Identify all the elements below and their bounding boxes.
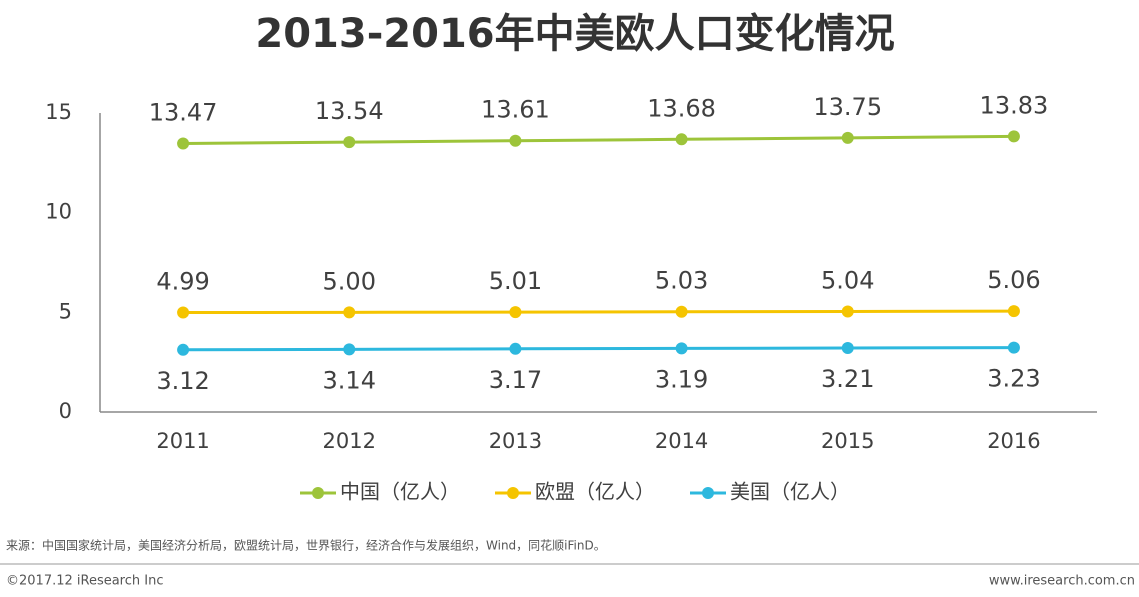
series-line [183,346,1014,352]
website: www.iresearch.com.cn [989,574,1135,589]
data-label: 5.03 [655,267,708,295]
point [675,305,688,318]
data-label: 4.99 [156,268,209,296]
data-label: 3.12 [156,367,209,395]
data-label: 3.14 [323,366,376,394]
point [509,306,522,319]
series-line [183,309,1014,315]
x-tick-label: 2013 [489,429,542,453]
x-tick-label: 2015 [821,429,874,453]
y-tick-label: 15 [45,100,72,124]
legend-marker [312,487,324,499]
point [841,305,854,318]
copyright: ©2017.12 iResearch Inc [6,574,164,589]
data-label: 13.54 [315,97,384,125]
point [177,306,190,319]
point [509,342,522,355]
x-tick-label: 2016 [987,429,1040,453]
point [177,343,190,356]
point [343,136,356,149]
data-label: 13.75 [813,93,882,121]
data-label: 3.21 [821,365,874,393]
point [675,133,688,146]
data-label: 13.61 [481,96,550,124]
chart-title: 2013-2016年中美欧人口变化情况 [255,11,894,57]
legend-label: 中国（亿人） [340,480,460,504]
y-tick-label: 10 [45,200,72,224]
data-label: 5.01 [489,267,542,295]
data-label: 13.68 [647,94,716,122]
data-label: 5.06 [987,266,1040,294]
point [1007,341,1020,354]
point [1007,305,1020,318]
y-tick-label: 0 [59,399,72,423]
x-tick-label: 2012 [323,429,376,453]
data-label: 5.04 [821,267,874,295]
point [343,343,356,356]
data-label: 3.23 [987,365,1040,393]
series-line [183,134,1014,145]
data-label: 13.47 [149,98,218,126]
x-tick-label: 2014 [655,429,708,453]
data-label: 13.83 [980,91,1049,119]
data-label: 5.00 [323,267,376,295]
point [841,342,854,355]
point [177,137,190,150]
legend-label: 美国（亿人） [730,480,850,504]
point [841,131,854,144]
x-tick-label: 2011 [156,429,209,453]
source-note: 来源：中国国家统计局，美国经济分析局，欧盟统计局，世界银行，经济合作与发展组织，… [6,538,606,553]
point [1007,130,1020,143]
point [675,342,688,355]
legend-marker [507,487,519,499]
legend-label: 欧盟（亿人） [535,480,655,504]
data-label: 3.19 [655,365,708,393]
data-label: 3.17 [489,366,542,394]
legend-marker [702,487,714,499]
point [343,306,356,319]
point [509,134,522,147]
y-tick-label: 5 [59,299,72,323]
